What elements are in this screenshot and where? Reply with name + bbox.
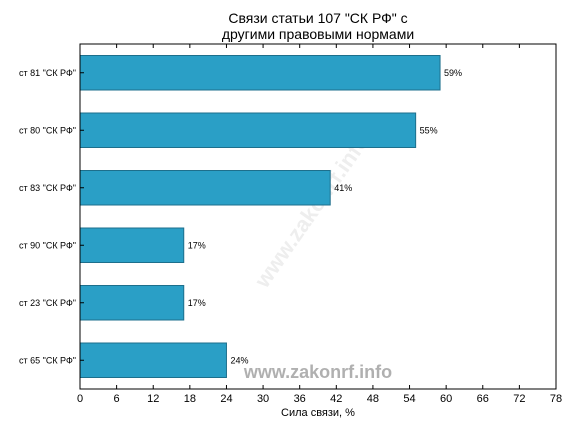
x-tick-label: 18	[184, 393, 196, 405]
bar-value-label: 17%	[188, 240, 206, 250]
bar	[79, 285, 185, 321]
watermark-text: www.zakonrf.info	[243, 362, 392, 382]
x-tick-label: 48	[367, 393, 379, 405]
plot-frame	[79, 43, 557, 390]
x-tick-label: 78	[550, 393, 562, 405]
x-axis-label: Сила связи, %	[281, 407, 355, 419]
bars-group: 59% ст 81 "СК РФ" 55% ст 80 "СК РФ" 41% ст 83…	[19, 55, 462, 378]
x-tick-label: 54	[403, 393, 415, 405]
x-tick-label: 30	[257, 393, 269, 405]
category-label: ст 65 "СК РФ"	[19, 355, 76, 365]
bar-value-label: 55%	[420, 125, 438, 135]
bar	[79, 55, 441, 91]
x-tick-label: 12	[147, 393, 159, 405]
x-tick-label: 42	[330, 393, 342, 405]
bar-value-label: 24%	[230, 355, 248, 365]
bar	[79, 227, 185, 263]
category-label: ст 83 "СК РФ"	[19, 183, 76, 193]
bar-value-label: 41%	[334, 183, 352, 193]
title: Связи статьи 107 "СК РФ" с другими право…	[222, 10, 414, 42]
faint-watermark: www.zakonrf.info	[249, 129, 374, 293]
category-label: ст 80 "СК РФ"	[19, 125, 76, 135]
chart-title-line-1: Связи статьи 107 "СК РФ" с	[228, 10, 407, 26]
category-label: ст 81 "СК РФ"	[19, 68, 76, 78]
x-tick-label: 24	[220, 393, 232, 405]
bar-value-label: 17%	[188, 298, 206, 308]
x-tick-label: 72	[513, 393, 525, 405]
bar-value-label: 59%	[444, 68, 462, 78]
x-tick-label: 0	[77, 393, 83, 405]
x-tick-label: 6	[114, 393, 120, 405]
x-tick-label: 66	[477, 393, 489, 405]
x-tick-label: 36	[294, 393, 306, 405]
bar	[79, 170, 331, 206]
bar	[79, 112, 417, 148]
x-axis-ticks: 0 6 12 18 24 30 36 42 48 54 60 66 72 78	[77, 44, 562, 405]
bar	[79, 342, 227, 378]
x-tick-label: 60	[440, 393, 452, 405]
faint-watermark-text: www.zakonrf.info	[249, 129, 374, 293]
category-label: ст 90 "СК РФ"	[19, 240, 76, 250]
category-label: ст 23 "СК РФ"	[19, 298, 76, 308]
chart-title-line-2: другими правовыми нормами	[222, 26, 414, 42]
